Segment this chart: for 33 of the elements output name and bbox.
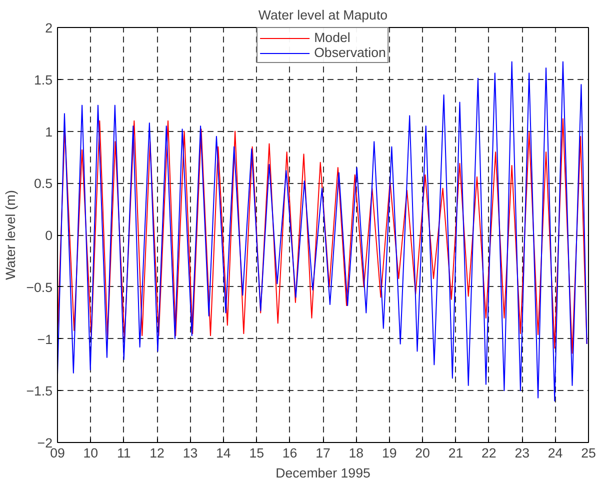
x-tick-label: 13 — [182, 446, 198, 460]
y-tick-label: 2 — [45, 20, 53, 36]
legend-label: Observation — [314, 45, 386, 60]
x-tick-label: 21 — [448, 446, 464, 460]
legend-label: Model — [314, 30, 350, 45]
y-tick-label: 0 — [45, 228, 53, 243]
x-tick-label: 12 — [150, 446, 164, 460]
x-tick-label: 24 — [548, 446, 564, 460]
y-tick-label: 1.5 — [34, 72, 53, 88]
x-tick-label: 20 — [415, 446, 430, 460]
y-axis-title: Water level (m) — [3, 190, 18, 280]
y-tick-label: −0.5 — [26, 280, 52, 295]
y-tick-label: 0.5 — [34, 176, 53, 192]
x-tick-label: 17 — [316, 446, 330, 460]
x-tick-label: 23 — [514, 446, 530, 460]
y-tick-label: −1 — [37, 332, 53, 347]
x-tick-label: 11 — [116, 446, 131, 460]
x-tick-label: 18 — [348, 446, 364, 460]
x-tick-label: 16 — [282, 446, 298, 460]
chart-title: Water level at Maputo — [258, 8, 388, 22]
y-tick-label: 1 — [45, 124, 53, 140]
y-tick-label: −2 — [37, 436, 53, 450]
x-tick-label: 22 — [482, 446, 496, 460]
x-tick-label: 25 — [581, 446, 596, 460]
x-tick-label: 09 — [50, 446, 65, 460]
line-series — [58, 61, 588, 402]
x-tick-label: 10 — [83, 446, 98, 460]
x-axis-title: December 1995 — [276, 466, 370, 480]
x-tick-label: 14 — [216, 446, 232, 460]
y-tick-label: −1.5 — [26, 384, 52, 399]
line-series — [58, 118, 588, 354]
x-tick-label: 19 — [382, 446, 397, 460]
x-tick-label: 15 — [249, 446, 264, 460]
